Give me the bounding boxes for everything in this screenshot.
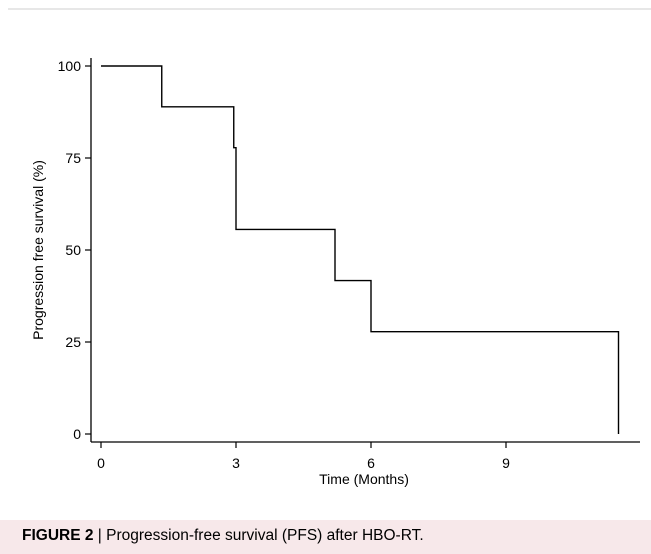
- y-tick-label: 0: [73, 426, 81, 442]
- y-tick-label: 25: [65, 334, 81, 350]
- y-ticks: 0 25 50 75 100: [58, 58, 91, 442]
- caption-separator: |: [93, 527, 107, 544]
- x-tick-label: 6: [367, 455, 375, 471]
- x-ticks: 0 3 6 9: [97, 442, 510, 471]
- caption-text: Progression-free survival (PFS) after HB…: [106, 527, 424, 544]
- caption-background: [0, 520, 651, 554]
- caption-label: FIGURE 2: [22, 527, 94, 544]
- y-tick-label: 50: [65, 242, 81, 258]
- x-axis-title: Time (Months): [319, 471, 409, 487]
- x-tick-label: 9: [502, 455, 510, 471]
- y-axis-title: Progression free survival (%): [30, 160, 46, 340]
- y-tick-label: 100: [58, 58, 82, 74]
- y-tick-label: 75: [65, 150, 81, 166]
- survival-curve: [101, 65, 620, 434]
- x-tick-label: 0: [97, 455, 105, 471]
- x-tick-label: 3: [232, 455, 240, 471]
- km-chart: 0 25 50 75 100 0 3 6 9 Time (Months) Progressio…: [8, 8, 651, 487]
- figure-caption: FIGURE 2 | Progression-free survival (PF…: [22, 527, 424, 545]
